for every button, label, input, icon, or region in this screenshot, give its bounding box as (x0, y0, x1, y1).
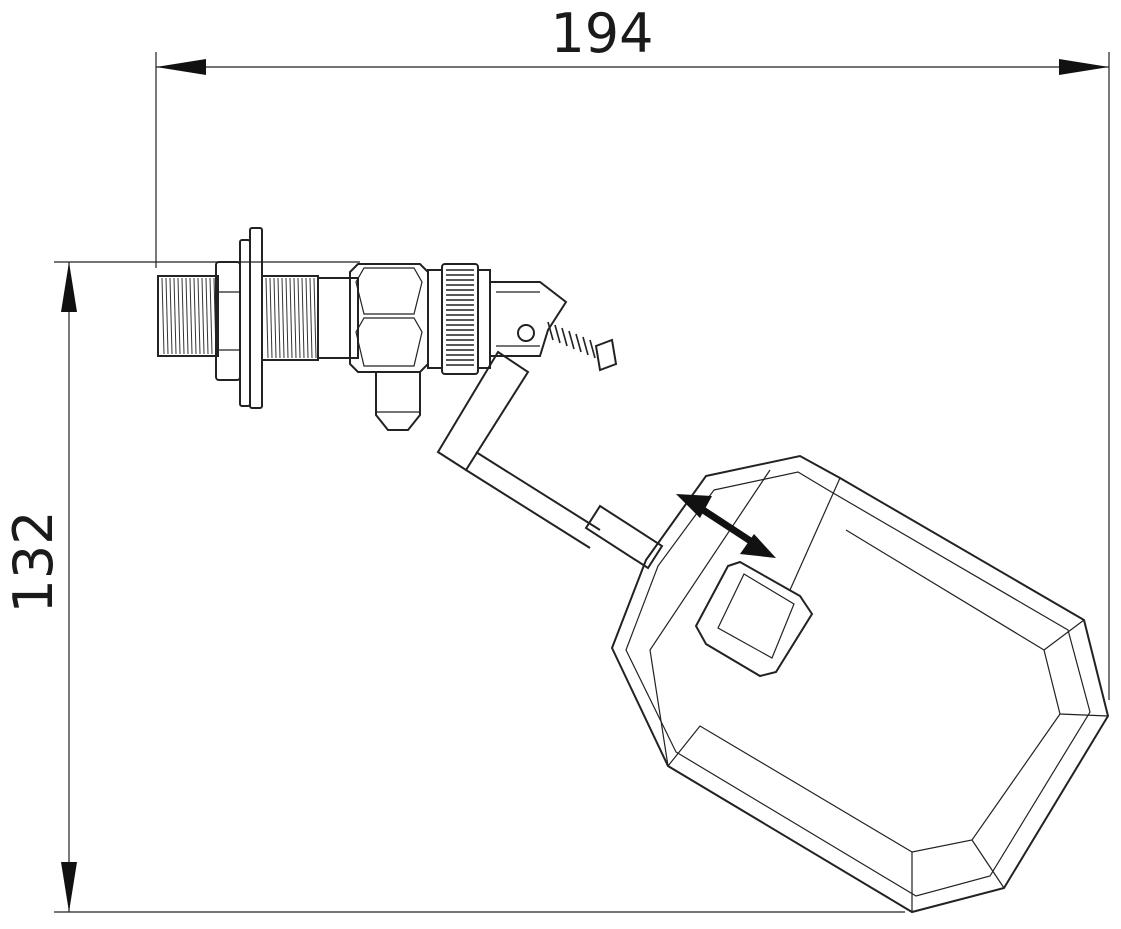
hex-body (349, 263, 429, 431)
valve-head (489, 281, 618, 372)
width-label: 194 (550, 2, 653, 65)
threaded-inlet (157, 227, 359, 409)
height-arrow-top (61, 262, 77, 312)
height-dimension: 132 (2, 261, 905, 913)
motion-arrow (676, 494, 776, 558)
width-arrow-left (156, 59, 206, 75)
height-label: 132 (2, 510, 65, 613)
float-body (610, 454, 1110, 914)
float-arm (436, 350, 664, 570)
width-arrow-right (1059, 59, 1109, 75)
knurled-ring (427, 263, 491, 375)
width-dimension: 194 (155, 2, 1110, 700)
height-arrow-bottom (61, 862, 77, 912)
